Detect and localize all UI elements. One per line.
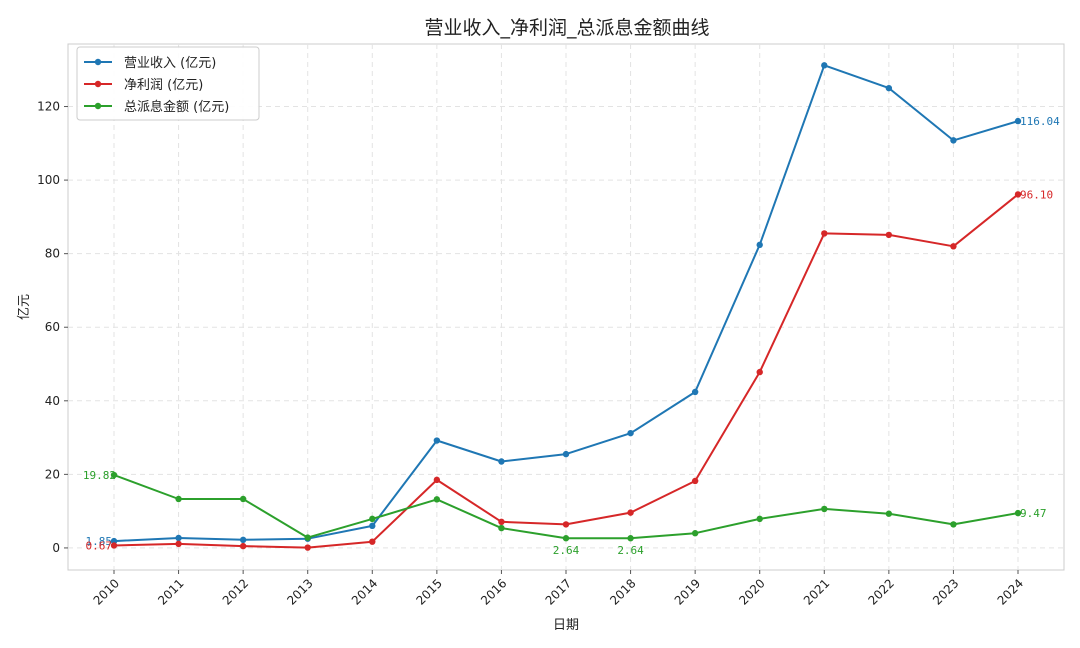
legend-box	[76, 46, 260, 121]
data-point	[1014, 191, 1022, 198]
data-point	[110, 542, 118, 549]
y-tick-label: 40	[45, 394, 60, 408]
data-point	[950, 243, 957, 250]
data-point	[1014, 509, 1022, 517]
legend: 营业收入 (亿元) 净利润 (亿元) 总派息金额 (亿元)	[76, 46, 260, 121]
data-label: 1.85	[86, 535, 113, 548]
data-point	[885, 231, 893, 239]
data-point	[498, 518, 505, 526]
legend-marker	[94, 102, 102, 110]
y-axis-ticks: 0 20 40 60 80 100 120	[37, 100, 68, 555]
data-point	[239, 542, 247, 550]
data-point	[691, 388, 699, 396]
data-point	[691, 530, 699, 537]
data-point	[304, 544, 311, 551]
data-point	[756, 241, 763, 249]
data-point	[175, 534, 182, 542]
x-axis-label: 日期	[553, 618, 579, 633]
data-point	[627, 535, 634, 542]
data-point	[175, 495, 182, 503]
data-point	[756, 368, 763, 376]
y-tick-label: 80	[45, 247, 60, 261]
data-point	[950, 521, 957, 528]
data-point	[885, 84, 893, 92]
data-point	[369, 522, 376, 530]
data-label: 96.10	[1020, 188, 1053, 201]
series-3	[110, 471, 1022, 542]
legend-marker	[94, 58, 102, 66]
data-point	[498, 458, 505, 465]
y-tick-label: 20	[45, 467, 60, 481]
data-point	[239, 495, 247, 503]
data-point	[821, 62, 828, 69]
series-1	[110, 62, 1022, 545]
legend-marker	[94, 80, 102, 88]
y-tick-label: 120	[37, 100, 60, 114]
data-label: 2.64	[617, 544, 644, 557]
data-point	[562, 521, 570, 528]
y-axis-label: 亿元	[17, 294, 32, 320]
series-2	[110, 191, 1022, 551]
data-point	[950, 137, 957, 144]
legend-label: 净利润 (亿元)	[124, 78, 203, 93]
data-point	[691, 477, 699, 485]
data-label: 0.67	[86, 539, 113, 552]
y-tick-label: 0	[52, 541, 60, 555]
grid-layer	[68, 44, 1064, 570]
data-point	[562, 450, 570, 458]
data-point	[239, 536, 247, 544]
data-point	[369, 538, 376, 545]
data-point	[304, 534, 311, 541]
data-label: 2.64	[553, 544, 580, 557]
data-point	[756, 515, 763, 523]
data-point	[562, 535, 570, 542]
data-point	[369, 515, 376, 523]
data-point	[498, 524, 505, 532]
data-point	[1014, 117, 1022, 125]
legend-label: 总派息金额 (亿元)	[124, 99, 229, 115]
data-point	[821, 230, 828, 237]
data-point	[627, 429, 634, 437]
legend-label: 营业收入 (亿元)	[124, 56, 216, 71]
data-point	[627, 509, 634, 516]
data-point	[433, 496, 441, 503]
data-point	[885, 510, 893, 517]
annotation-layer: 1.850.67 19.82 2.64 2.64 116.04 96.10 9.47	[83, 115, 1060, 557]
data-label: 116.04	[1020, 115, 1060, 128]
data-point	[175, 540, 182, 548]
chart-title: 营业收入_净利润_总派息金额曲线	[424, 17, 709, 39]
data-point	[110, 471, 118, 479]
y-tick-label: 60	[45, 320, 60, 334]
data-label: 19.82	[83, 469, 116, 482]
series-layer	[110, 62, 1022, 551]
data-point	[821, 505, 828, 513]
data-label: 9.47	[1020, 507, 1047, 520]
data-point	[433, 437, 441, 444]
y-tick-label: 100	[37, 173, 60, 187]
data-point	[433, 476, 441, 484]
